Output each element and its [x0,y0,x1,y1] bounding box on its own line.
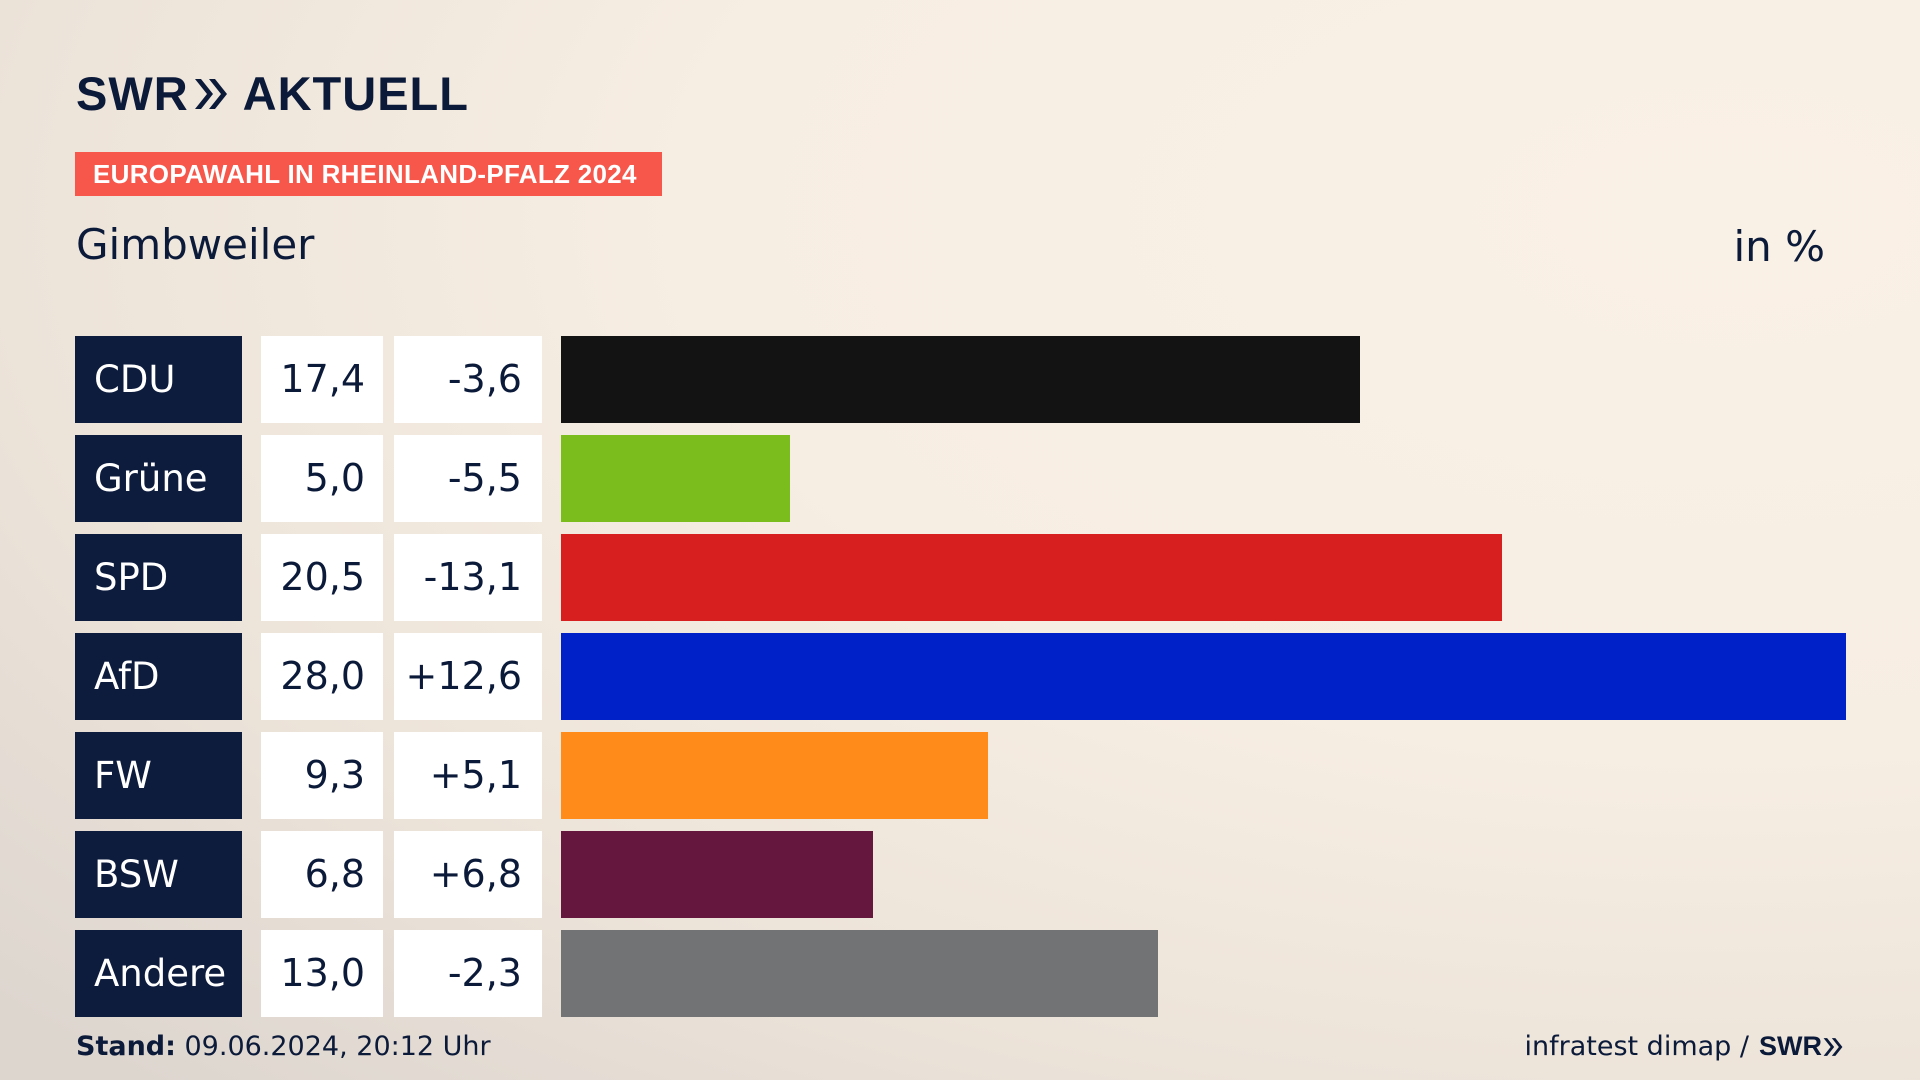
vote-share-label: 20,5 [261,534,383,621]
change-label: +12,6 [394,633,542,720]
swr-aktuell-logo: SWR AKTUELL [76,66,469,121]
swr-mini-logo: SWR [1759,1031,1844,1062]
result-bar [561,831,873,918]
source-text: infratest dimap / [1524,1031,1749,1062]
change-label: -3,6 [394,336,542,423]
party-label: CDU [75,336,242,423]
place-title: Gimbweiler [76,220,315,269]
party-label: BSW [75,831,242,918]
vote-share-label: 9,3 [261,732,383,819]
party-label: FW [75,732,242,819]
result-bar [561,633,1846,720]
vote-share-label: 28,0 [261,633,383,720]
timestamp: Stand: 09.06.2024, 20:12 Uhr [76,1031,491,1062]
result-bar [561,930,1158,1017]
source-credit: infratest dimap / SWR [1524,1031,1844,1062]
party-label: SPD [75,534,242,621]
unit-label: in % [1733,222,1825,271]
result-bar [561,435,790,522]
result-bar [561,534,1502,621]
party-label: Grüne [75,435,242,522]
source-brand: SWR [1759,1031,1822,1061]
change-label: -5,5 [394,435,542,522]
election-badge: EUROPAWAHL IN RHEINLAND-PFALZ 2024 [75,152,662,196]
logo-suffix: AKTUELL [242,67,469,120]
change-label: -2,3 [394,930,542,1017]
double-chevron-small-icon [1823,1037,1843,1056]
vote-share-label: 13,0 [261,930,383,1017]
vote-share-label: 17,4 [261,336,383,423]
party-label: AfD [75,633,242,720]
party-label: Andere [75,930,242,1017]
vote-share-label: 6,8 [261,831,383,918]
result-bar [561,732,988,819]
double-chevron-icon [193,77,229,111]
result-bar [561,336,1360,423]
change-label: +6,8 [394,831,542,918]
change-label: +5,1 [394,732,542,819]
vote-share-label: 5,0 [261,435,383,522]
change-label: -13,1 [394,534,542,621]
logo-brand: SWR [76,67,189,120]
stand-value: 09.06.2024, 20:12 Uhr [175,1031,491,1062]
stand-label: Stand: [76,1031,176,1062]
